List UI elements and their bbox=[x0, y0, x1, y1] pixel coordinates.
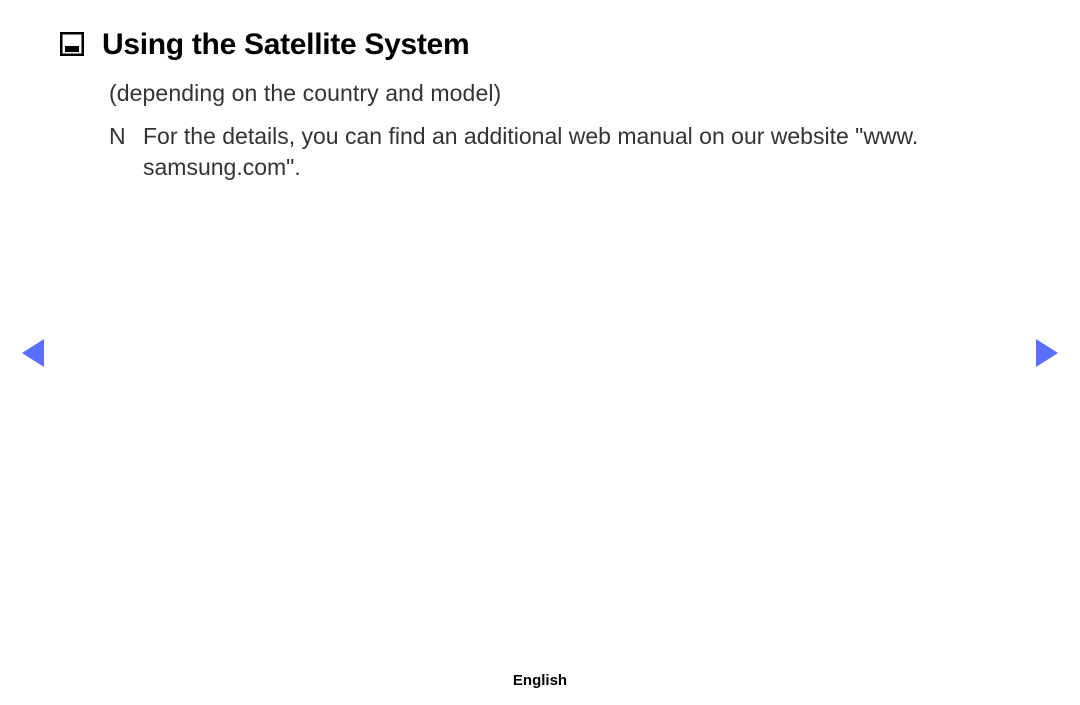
note-marker: N bbox=[109, 121, 143, 152]
note-text: For the details, you can find an additio… bbox=[143, 121, 1003, 183]
previous-page-button[interactable] bbox=[22, 339, 44, 367]
footer-language: English bbox=[0, 672, 1080, 689]
subtitle: (depending on the country and model) bbox=[109, 80, 1020, 107]
manual-page: Using the Satellite System (depending on… bbox=[0, 0, 1080, 705]
note-row: N For the details, you can find an addit… bbox=[109, 121, 1020, 183]
content-block: (depending on the country and model) N F… bbox=[60, 80, 1020, 183]
page-title: Using the Satellite System bbox=[102, 28, 469, 62]
next-page-button[interactable] bbox=[1036, 339, 1058, 367]
page-bullet-icon bbox=[60, 32, 84, 56]
heading-row: Using the Satellite System bbox=[60, 28, 1020, 62]
